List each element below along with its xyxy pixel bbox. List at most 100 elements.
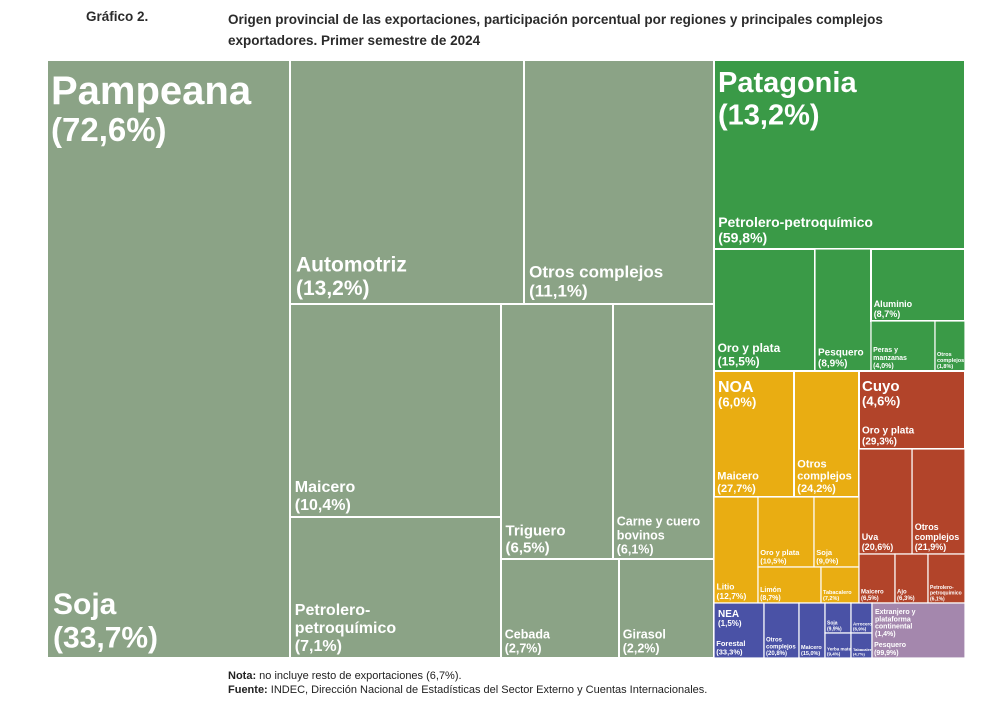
complex-label: Girasol bbox=[623, 627, 666, 641]
complex-label: Otros bbox=[766, 638, 783, 644]
treemap-rect bbox=[757, 496, 815, 568]
complex-label: Maicero bbox=[295, 479, 356, 496]
complex-label: Petrolero-petroquímico bbox=[718, 214, 873, 230]
complex-label: (27,7%) bbox=[717, 483, 756, 495]
region-name: plataforma bbox=[875, 616, 911, 623]
complex-label: Ajo bbox=[897, 589, 907, 595]
tile-patagonia-aluminio: Aluminio(8,7%) bbox=[870, 248, 966, 322]
complex-label: Otros bbox=[937, 352, 952, 358]
tile-pampeana-petrolero-petroquimico: Petrolero-petroquímico(7,1%) bbox=[289, 516, 502, 659]
tile-pampeana-triguero: Triguero(6,5%) bbox=[500, 303, 614, 560]
tile-pampeana-automotriz: Automotriz(13,2%) bbox=[289, 59, 525, 305]
complex-label: (15,0%) bbox=[801, 651, 820, 657]
footnote: Nota: no incluye resto de exportaciones … bbox=[228, 669, 707, 683]
chart-footer: Nota: no incluye resto de exportaciones … bbox=[228, 669, 707, 697]
region-label-nea: NEA(1,5%) bbox=[718, 609, 742, 628]
complex-label: (33,7%) bbox=[53, 622, 158, 655]
complex-label: (11,1%) bbox=[529, 281, 588, 300]
region-label-noa: NOA(6,0%) bbox=[718, 379, 756, 410]
treemap-rect bbox=[500, 558, 620, 659]
complex-label: Tabacalero bbox=[823, 590, 852, 596]
complex-label: complejos bbox=[797, 471, 851, 483]
treemap-rect bbox=[814, 248, 872, 372]
complex-label: complejos bbox=[915, 532, 960, 542]
complex-label: manzanas bbox=[873, 355, 907, 362]
complex-label: Oro y plata bbox=[760, 548, 800, 557]
complex-label: (10,4%) bbox=[295, 497, 351, 514]
tile-pampeana-maicero: Maicero(10,4%) bbox=[289, 303, 502, 518]
complex-label: (59,8%) bbox=[718, 230, 767, 246]
complex-label: Maicero bbox=[861, 589, 884, 595]
region-name: Cuyo bbox=[862, 378, 900, 395]
source-text: INDEC, Dirección Nacional de Estadística… bbox=[270, 684, 708, 696]
region-share: (72,6%) bbox=[51, 111, 167, 148]
treemap-rect bbox=[612, 303, 715, 560]
region-name: Patagonia bbox=[718, 67, 857, 99]
treemap-rect bbox=[911, 448, 966, 555]
treemap-rect bbox=[927, 553, 966, 604]
complex-label: (2,2%) bbox=[623, 641, 660, 655]
complex-label: (24,2%) bbox=[797, 483, 836, 495]
treemap-rect bbox=[870, 248, 966, 322]
complex-label: (4,0%) bbox=[873, 363, 894, 370]
complex-label: Soja bbox=[53, 588, 117, 621]
tile-cuyo-ajo: Ajo(6,3%) bbox=[894, 553, 929, 604]
complex-label: complejos bbox=[766, 644, 796, 650]
complex-label: Yerba mate bbox=[827, 646, 852, 651]
treemap-rect bbox=[793, 370, 860, 498]
region-share: (4,6%) bbox=[862, 394, 900, 409]
complex-label: Otros complejos bbox=[529, 262, 663, 281]
note-label: Nota: bbox=[228, 670, 257, 682]
tile-noa-soja: Soja(9,0%) bbox=[813, 496, 860, 568]
treemap-rect bbox=[713, 248, 816, 372]
tile-extranjero-pesquero: Pesquero(99,9%) bbox=[871, 602, 966, 659]
note-text: no incluye resto de exportaciones (6,7%)… bbox=[259, 670, 462, 682]
treemap-rect bbox=[289, 303, 502, 518]
treemap-rect bbox=[713, 59, 966, 250]
complex-label: (10,5%) bbox=[760, 557, 787, 566]
chart-title: Origen provincial de las exportaciones, … bbox=[228, 12, 883, 48]
treemap-rect bbox=[713, 602, 765, 659]
complex-label: Cebada bbox=[505, 627, 551, 641]
figure-number: Gráfico 2. bbox=[86, 9, 149, 24]
tile-pampeana-cebada: Cebada(2,7%) bbox=[500, 558, 620, 659]
complex-label: (15,5%) bbox=[718, 355, 760, 369]
complex-label: (20,6%) bbox=[862, 542, 894, 552]
complex-label: complejos bbox=[937, 358, 964, 364]
tile-nea-forestal: Forestal(33,3%) bbox=[713, 602, 765, 659]
complex-label: petroquímico bbox=[295, 620, 397, 637]
treemap-rect bbox=[713, 496, 759, 604]
complex-label: Oro y plata bbox=[862, 425, 915, 436]
tile-nea-soja: Soja(9,9%) bbox=[824, 602, 852, 634]
tile-noa-limon: Limón(8,7%) bbox=[757, 566, 822, 604]
tile-noa-tabacalero: Tabacalero(7,2%) bbox=[820, 566, 860, 604]
complex-label: Arrocero bbox=[853, 621, 872, 626]
treemap-rect bbox=[813, 496, 860, 568]
treemap-rect bbox=[46, 59, 291, 659]
region-share: (1,5%) bbox=[718, 619, 742, 628]
treemap-rect bbox=[618, 558, 715, 659]
complex-label: (9,0%) bbox=[816, 557, 839, 566]
tile-nea-tabacalero: Tabacalero(4,7%) bbox=[850, 632, 874, 659]
region-label-pampeana: Pampeana(72,6%) bbox=[51, 69, 252, 148]
tile-nea-maicero: Maicero(15,0%) bbox=[798, 602, 826, 659]
complex-label: (33,3%) bbox=[716, 648, 743, 657]
complex-label: (7,1%) bbox=[295, 638, 342, 655]
complex-label: Limón bbox=[760, 587, 781, 594]
complex-label: Soja bbox=[827, 621, 838, 627]
complex-label: (4,7%) bbox=[853, 651, 865, 656]
complex-label: (21,9%) bbox=[915, 542, 947, 552]
region-label-patagonia: Patagonia(13,2%) bbox=[718, 67, 857, 131]
complex-label: Petrolero- bbox=[295, 602, 371, 619]
treemap-rect bbox=[858, 448, 913, 555]
tile-cuyo-petrolero-petroquimico: Petrolero-petroquímico(6,1%) bbox=[927, 553, 966, 604]
region-name: Extranjero y bbox=[875, 609, 916, 616]
region-name: (1,4%) bbox=[875, 631, 896, 638]
tile-nea-arrocero: Arrocero(6,9%) bbox=[850, 602, 873, 634]
